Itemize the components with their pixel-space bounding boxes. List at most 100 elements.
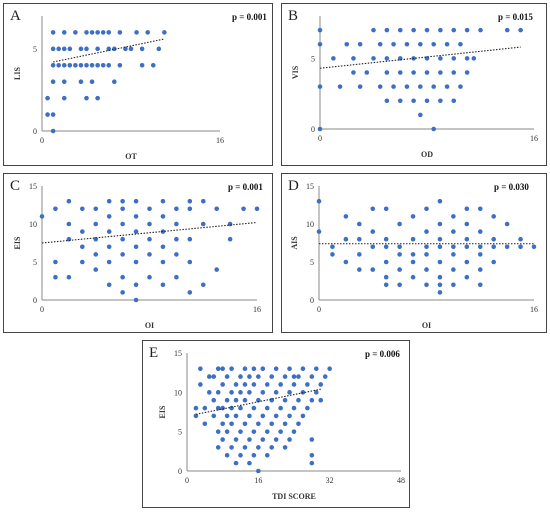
scatter-point: [247, 413, 252, 419]
scatter-point: [504, 27, 510, 33]
scatter-point: [241, 206, 246, 212]
scatter-point: [383, 259, 389, 265]
scatter-point: [438, 98, 443, 104]
scatter-point: [287, 437, 292, 442]
scatter-point: [256, 421, 261, 427]
scatter-point: [451, 252, 456, 257]
scatter-point: [410, 252, 416, 257]
scatter-point: [256, 397, 261, 403]
scatter-point: [397, 98, 403, 104]
scatter-point: [100, 62, 106, 68]
scatter-point: [254, 206, 260, 212]
scatter-point: [451, 70, 457, 75]
scatter-point: [233, 397, 239, 403]
scatter-point: [214, 206, 219, 212]
scatter-point: [411, 98, 416, 104]
scatter-point: [224, 374, 230, 379]
scatter-point: [224, 397, 230, 403]
scatter-point: [242, 397, 248, 403]
scatter-point: [431, 84, 436, 89]
scatter-point: [242, 366, 248, 372]
scatter-point: [220, 405, 225, 411]
y-axis-title: AIS: [290, 236, 299, 250]
scatter-point: [464, 259, 470, 265]
scatter-point: [317, 84, 323, 89]
x-tick-label: 0: [40, 136, 44, 145]
y-tick-label: 0: [311, 125, 315, 134]
y-tick-label: 0: [33, 296, 37, 305]
y-tick-label: 15: [306, 182, 314, 191]
scatter-plot: 0 16 0 5 OT LIS: [13, 16, 224, 161]
scatter-point: [451, 282, 456, 288]
scatter-point: [424, 244, 429, 250]
scatter-point: [242, 421, 248, 427]
scatter-point: [343, 259, 349, 265]
scatter-point: [437, 274, 443, 280]
y-tick-label: 5: [311, 54, 315, 63]
scatter-point: [215, 390, 221, 395]
scatter-point: [431, 126, 436, 132]
scatter-point: [437, 290, 443, 295]
scatter-point: [411, 70, 416, 75]
scatter-point: [238, 429, 243, 434]
scatter-point: [39, 214, 45, 219]
scatter-point: [220, 382, 225, 387]
scatter-point: [229, 390, 234, 395]
scatter-point: [84, 95, 89, 101]
scatter-point: [133, 259, 139, 265]
scatter-point: [477, 252, 483, 257]
scatter-point: [242, 445, 248, 450]
scatter-point: [391, 84, 396, 89]
scatter-point: [437, 198, 443, 204]
scatter-point: [438, 56, 443, 61]
scatter-point: [211, 413, 217, 419]
scatter-point: [278, 429, 283, 434]
scatter-point: [397, 244, 402, 250]
scatter-point: [56, 46, 61, 52]
scatter-point: [214, 267, 219, 272]
scatter-point: [80, 259, 85, 265]
scatter-point: [330, 244, 335, 250]
scatter-point: [61, 46, 67, 52]
scatter-point: [95, 62, 100, 68]
scatter-point: [50, 30, 56, 35]
scatter-point: [260, 390, 266, 395]
scatter-point: [458, 84, 463, 89]
scatter-point: [120, 221, 125, 227]
scatter-point: [78, 79, 84, 85]
scatter-point: [251, 382, 257, 387]
scatter-point: [224, 413, 230, 419]
scatter-point: [438, 70, 443, 75]
scatter-point: [117, 62, 123, 68]
scatter-point: [330, 252, 335, 257]
scatter-point: [364, 70, 370, 75]
scatter-point: [411, 27, 416, 33]
scatter-point: [80, 244, 85, 250]
scatter-point: [518, 236, 523, 242]
scatter-point: [174, 236, 179, 242]
scatter-plot: 0 16 0 5 10 15 OI AIS: [290, 182, 538, 330]
scatter-point: [531, 244, 537, 250]
scatter-point: [424, 282, 429, 288]
x-tick-label: 16: [216, 136, 224, 145]
scatter-point: [282, 397, 288, 403]
scatter-point: [438, 27, 443, 33]
scatter-point: [296, 421, 301, 427]
p-value-label: p = 0.001: [232, 12, 267, 22]
scatter-point: [229, 366, 234, 372]
scatter-point: [206, 374, 212, 379]
scatter-point: [174, 221, 179, 227]
scatter-point: [451, 244, 456, 250]
scatter-plot: 0 16 0 5 OD VIS: [291, 16, 538, 159]
scatter-point: [464, 221, 470, 227]
scatter-point: [264, 382, 270, 387]
scatter-point: [371, 56, 376, 61]
scatter-point: [437, 282, 443, 288]
scatter-point: [273, 390, 279, 395]
scatter-point: [187, 236, 193, 242]
scatter-point: [193, 413, 199, 419]
scatter-point: [451, 98, 457, 104]
scatter-point: [437, 259, 443, 265]
